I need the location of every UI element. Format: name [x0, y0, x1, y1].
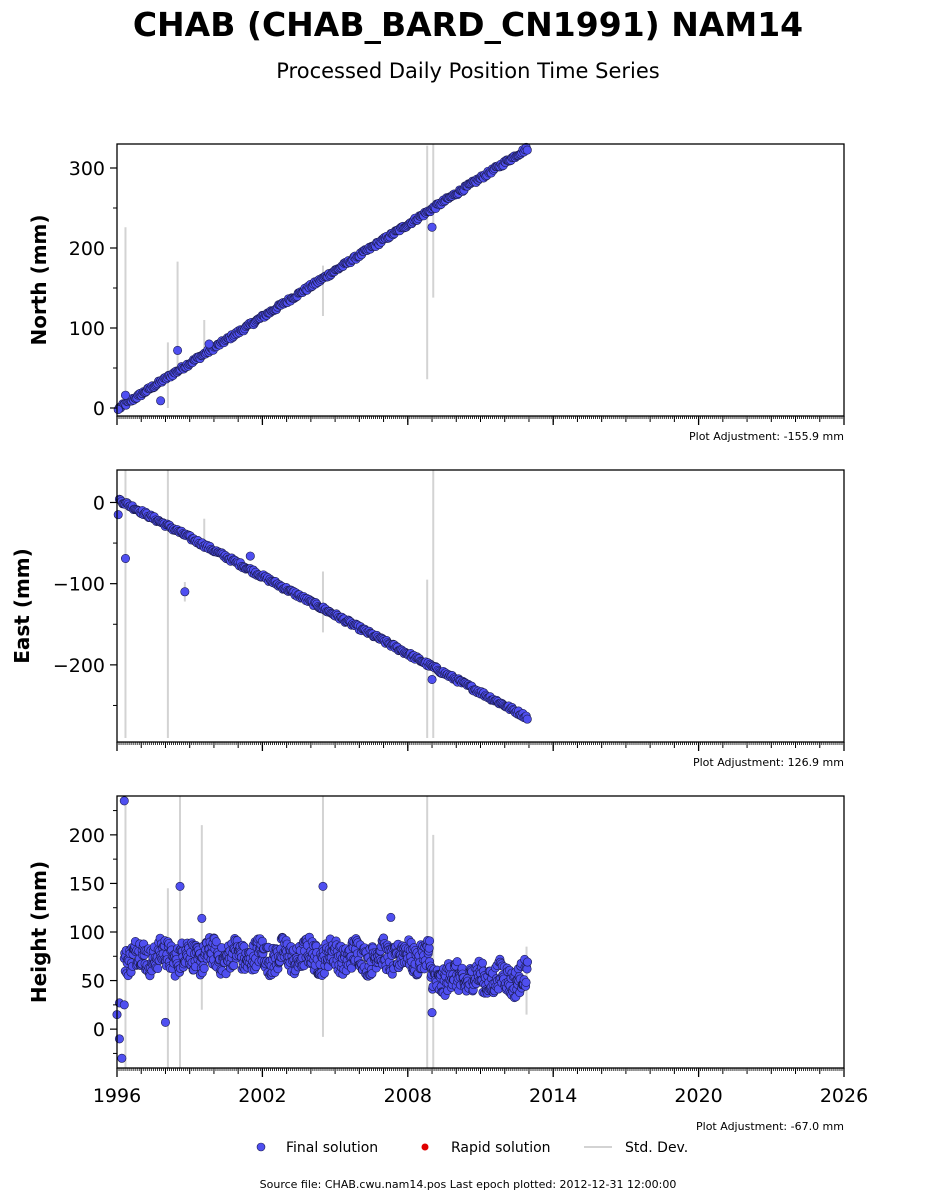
y-tick-label: 0	[93, 1019, 105, 1041]
data-point	[427, 222, 437, 232]
std-dev-bars	[124, 470, 435, 738]
y-tick-label: −100	[53, 574, 105, 596]
data-point	[156, 396, 166, 406]
plot-adjustment: Plot Adjustment: -155.9 mm	[689, 430, 844, 443]
data-point	[204, 339, 214, 349]
data-point	[523, 957, 533, 967]
data-point	[425, 936, 435, 946]
final-solution-points	[112, 796, 533, 1063]
data-point	[113, 510, 123, 520]
data-point	[521, 977, 531, 987]
data-point	[113, 405, 123, 415]
data-point	[117, 1053, 127, 1063]
y-tick-label: −200	[53, 655, 105, 677]
y-tick-label: 200	[69, 825, 105, 847]
data-point	[522, 145, 532, 155]
y-axis-label: East (mm)	[10, 548, 34, 664]
plot-frame	[116, 795, 845, 1069]
data-point	[427, 1008, 437, 1018]
x-tick-label: 1996	[93, 1085, 141, 1107]
x-tick-label: 2008	[384, 1085, 432, 1107]
data-point	[120, 390, 130, 400]
y-tick-label: 100	[69, 318, 105, 340]
x-tick-label: 2020	[674, 1085, 722, 1107]
y-tick-label: 150	[69, 873, 105, 895]
x-tick-label: 2026	[820, 1085, 868, 1107]
legend-final-marker	[256, 1142, 266, 1152]
data-point	[173, 345, 183, 355]
data-point	[477, 958, 487, 968]
plot-frame	[116, 469, 845, 743]
data-point	[386, 912, 396, 922]
data-point	[120, 554, 130, 564]
y-tick-label: 300	[69, 158, 105, 180]
x-tick-label: 2014	[529, 1085, 577, 1107]
chart-subtitle: Processed Daily Position Time Series	[276, 59, 660, 83]
data-point	[452, 957, 462, 967]
data-point	[211, 937, 221, 947]
data-point	[318, 881, 328, 891]
legend-rapid-marker	[421, 1143, 429, 1151]
legend: Final solution Rapid solution Std. Dev.	[256, 1140, 688, 1156]
data-point	[199, 963, 209, 973]
y-tick-label: 50	[81, 971, 105, 993]
data-point	[175, 881, 185, 891]
plot-adjustment: Plot Adjustment: 126.9 mm	[693, 756, 844, 769]
legend-std-label: Std. Dev.	[625, 1140, 688, 1156]
data-point	[522, 714, 532, 724]
panel-height: 0 50 100 150 200 Height (mm) Plot Adjustment: …	[27, 795, 868, 1133]
data-point	[119, 796, 129, 806]
data-point	[160, 1017, 170, 1027]
std-dev-bars	[124, 144, 435, 408]
data-point	[245, 551, 255, 561]
plot-adjustment: Plot Adjustment: -67.0 mm	[696, 1120, 844, 1133]
data-point	[197, 913, 207, 923]
data-point	[180, 587, 190, 597]
data-point	[427, 674, 437, 684]
final-solution-points	[113, 494, 532, 724]
y-tick-label: 0	[93, 492, 105, 514]
std-dev-bars	[124, 796, 528, 1068]
y-tick-label: 0	[93, 398, 105, 420]
y-tick-label: 200	[69, 238, 105, 260]
x-tick-label: 2002	[238, 1085, 286, 1107]
data-point	[119, 1000, 129, 1010]
panel-east: 0 −100 −200 East (mm) Plot Adjustment: 126.9…	[10, 469, 845, 769]
y-tick-label: 100	[69, 922, 105, 944]
legend-rapid-label: Rapid solution	[451, 1140, 551, 1156]
y-axis-label: Height (mm)	[27, 861, 51, 1003]
panel-north: 0 100 200 300 North (mm) Plot Adjustment: -15…	[27, 142, 845, 443]
plot-frame	[116, 143, 845, 417]
chart-title: CHAB (CHAB_BARD_CN1991) NAM14	[133, 5, 803, 44]
legend-final-label: Final solution	[286, 1140, 378, 1156]
final-solution-points	[113, 142, 532, 415]
footer-source: Source file: CHAB.cwu.nam14.pos Last epo…	[260, 1178, 677, 1191]
panels: 0 100 200 300 North (mm) Plot Adjustment: -15…	[10, 142, 868, 1133]
y-axis-label: North (mm)	[27, 214, 51, 345]
data-point	[153, 964, 163, 974]
